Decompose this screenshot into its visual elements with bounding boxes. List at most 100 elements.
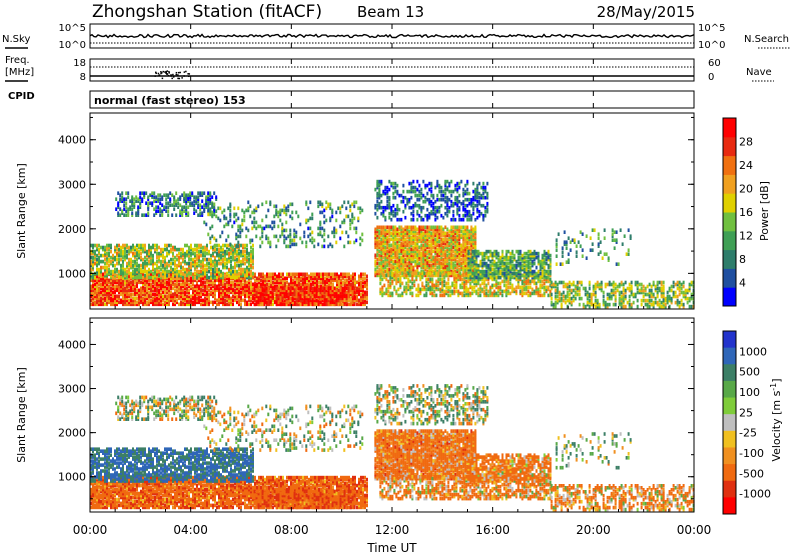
power-cell: [100, 266, 102, 270]
power-cell: [342, 287, 344, 291]
power-cell: [430, 264, 432, 268]
power-cell: [232, 295, 234, 299]
power-cell: [138, 244, 140, 248]
power-cell: [192, 276, 194, 280]
power-cell: [351, 203, 353, 207]
power-cell: [201, 199, 203, 203]
power-cell: [157, 193, 159, 197]
power-cell: [200, 270, 202, 274]
nave-dot: [168, 72, 170, 74]
power-cell: [394, 196, 396, 200]
power-cell: [206, 258, 208, 262]
power-cell: [271, 221, 273, 225]
power-cell: [412, 266, 414, 270]
power-cell: [96, 258, 98, 262]
power-cell: [177, 205, 179, 209]
power-cell: [428, 250, 430, 254]
power-cell: [199, 203, 201, 207]
power-cell: [155, 209, 157, 213]
power-cell: [146, 258, 148, 262]
power-cell: [269, 225, 271, 229]
power-cell: [270, 301, 272, 305]
power-cell: [333, 227, 335, 231]
power-cell: [278, 287, 280, 291]
power-cell: [180, 252, 182, 256]
power-cell: [182, 272, 184, 276]
power-cell: [260, 283, 262, 287]
power-cell: [321, 211, 323, 215]
power-cell: [284, 303, 286, 307]
power-cell: [240, 268, 242, 272]
nave-dot: [178, 72, 180, 74]
power-cell: [337, 207, 339, 211]
power-cell: [338, 303, 340, 307]
nave-dot: [166, 73, 168, 75]
power-cell: [212, 289, 214, 293]
power-cell: [212, 268, 214, 272]
power-cell: [182, 266, 184, 270]
power-cell: [238, 272, 240, 276]
power-cell: [304, 299, 306, 303]
nave-dot: [161, 72, 163, 74]
power-cell: [288, 273, 290, 277]
power-cell: [446, 228, 448, 232]
power-cell: [165, 205, 167, 209]
power-cell: [378, 188, 380, 192]
power-cell: [137, 205, 139, 209]
power-cell: [222, 272, 224, 276]
power-cell: [136, 262, 138, 266]
power-cell: [140, 268, 142, 272]
freq-right-tick-bottom: 0: [708, 72, 714, 83]
power-cell: [187, 205, 189, 209]
power-cell: [378, 180, 380, 184]
power-cell: [351, 213, 353, 217]
nave-dot: [162, 71, 164, 73]
power-cell: [125, 191, 127, 195]
power-cell: [235, 233, 237, 237]
power-cell: [323, 215, 325, 219]
power-cell: [142, 297, 144, 301]
power-cell: [290, 287, 292, 291]
power-cell: [142, 276, 144, 280]
power-cell: [201, 211, 203, 215]
power-cell: [168, 264, 170, 268]
power-cell: [275, 209, 277, 213]
power-cell: [306, 273, 308, 277]
power-cell: [216, 268, 218, 272]
power-cell: [349, 209, 351, 213]
power-cell: [244, 299, 246, 303]
noise-sky-line: [90, 35, 694, 38]
power-cell: [165, 201, 167, 205]
power-cell: [202, 293, 204, 297]
power-cell: [136, 268, 138, 272]
power-cell: [250, 270, 252, 274]
power-cell: [199, 207, 201, 211]
power-cell: [119, 193, 121, 197]
power-cell: [116, 274, 118, 278]
power-cell: [212, 274, 214, 278]
power-cell: [330, 287, 332, 291]
power-cell: [295, 231, 297, 235]
power-cell: [426, 226, 428, 230]
power-cell: [335, 219, 337, 223]
power-cell: [250, 250, 252, 254]
power-cell: [290, 273, 292, 277]
power-cell: [211, 211, 213, 215]
power-cell: [236, 264, 238, 268]
power-cell: [161, 209, 163, 213]
power-cell: [349, 223, 351, 227]
power-cell: [280, 303, 282, 307]
power-cell: [420, 252, 422, 256]
power-cell: [304, 287, 306, 291]
power-cell: [434, 268, 436, 272]
power-cell: [404, 216, 406, 220]
power-cell: [224, 283, 226, 287]
power-cell: [157, 205, 159, 209]
power-cell: [292, 273, 294, 277]
power-cell: [133, 197, 135, 201]
power-cell: [193, 195, 195, 199]
power-cell: [406, 240, 408, 244]
power-cell: [266, 273, 268, 277]
power-cell: [265, 201, 267, 205]
power-cell: [448, 230, 450, 234]
